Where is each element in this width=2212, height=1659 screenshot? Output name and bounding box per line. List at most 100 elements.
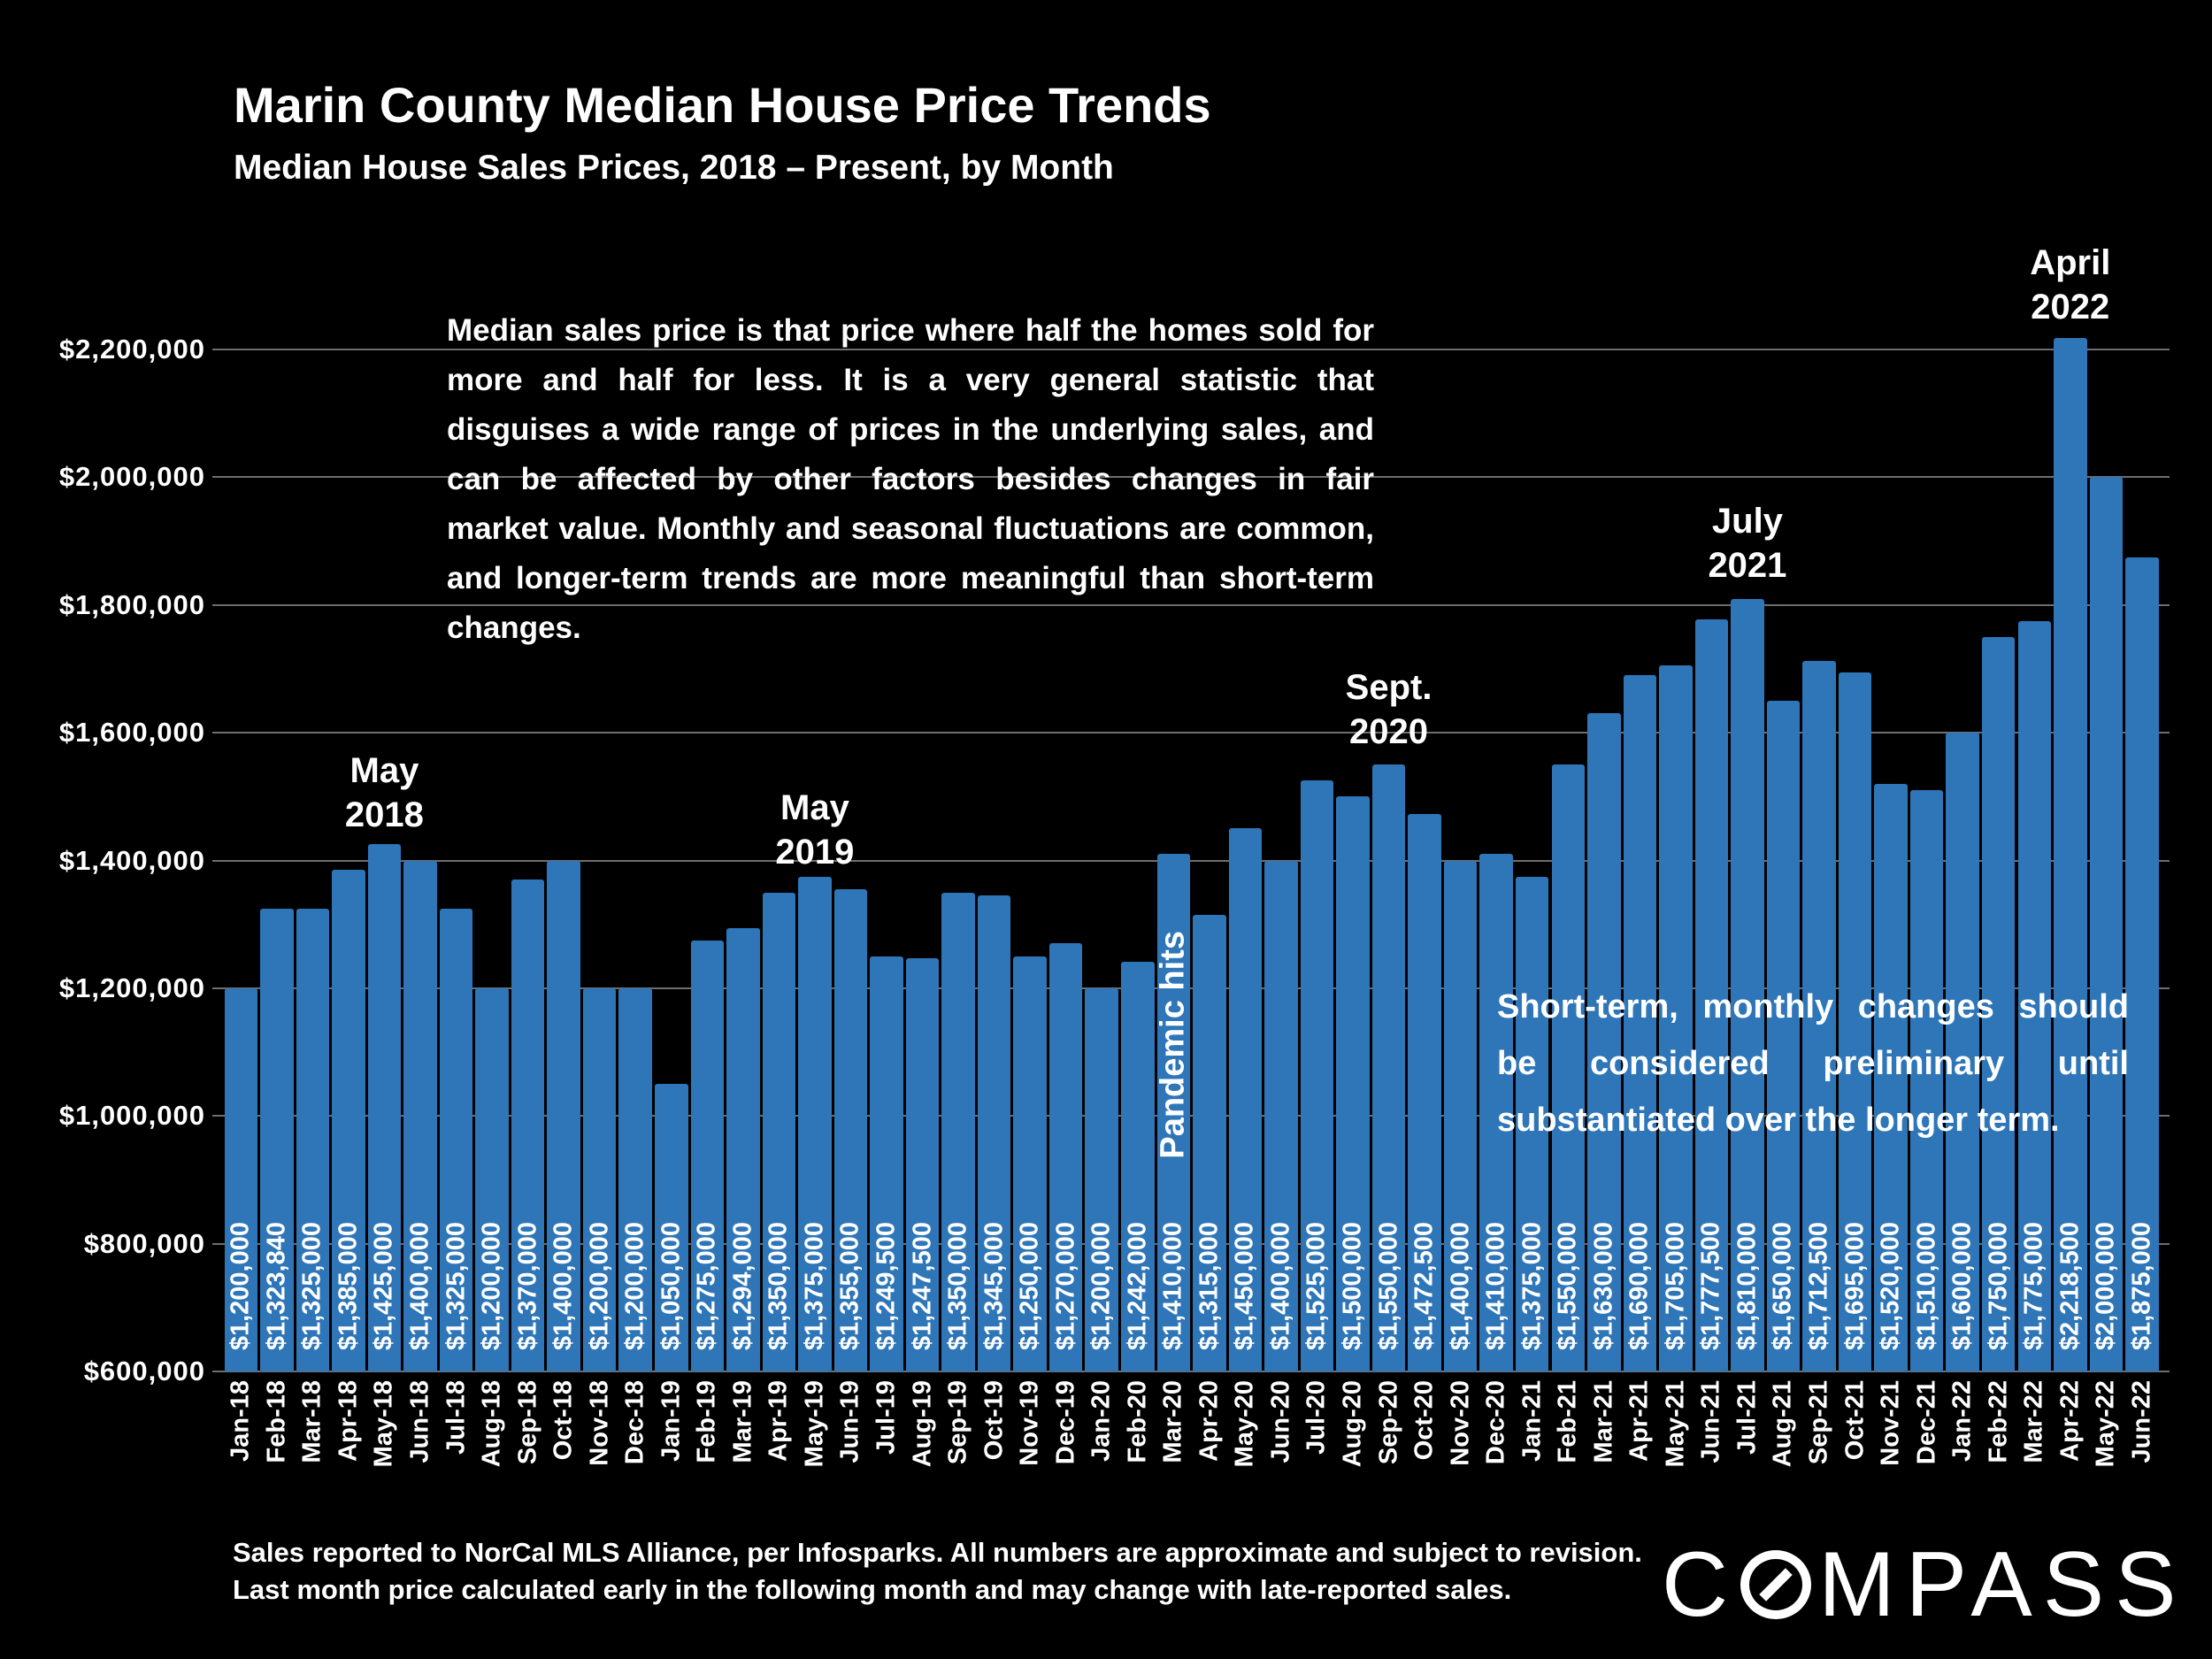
bar-Jun-19: $1,355,000 (833, 888, 868, 1371)
bar-Feb-19: $1,275,000 (690, 940, 725, 1371)
bar-value-label: $1,315,000 (1194, 1221, 1224, 1350)
x-axis-label: May-19 (800, 1380, 829, 1468)
bar-Jan-18: $1,200,000 (224, 987, 258, 1371)
bar-value-label: $1,249,500 (872, 1221, 901, 1350)
gridline (212, 1242, 2170, 1245)
bar-value-label: $1,705,000 (1661, 1221, 1690, 1350)
compass-logo: C MPASS (1662, 1532, 2187, 1638)
bar-Aug-21: $1,650,000 (1766, 701, 1801, 1371)
x-axis-label: Jun-20 (1266, 1380, 1295, 1463)
y-axis-label: $800,000 (83, 1227, 205, 1259)
bar-Jan-21: $1,375,000 (1515, 876, 1549, 1371)
short-term-note: Short-term, monthly changes should be co… (1497, 988, 2129, 1139)
bar-value-label: $1,425,000 (369, 1221, 398, 1350)
x-axis-label: Oct-19 (979, 1380, 1009, 1461)
bar-value-label: $1,200,000 (620, 1221, 649, 1350)
page-subtitle: Median House Sales Prices, 2018 – Presen… (234, 149, 1114, 187)
logo-letter-c: C (1662, 1533, 1740, 1636)
bar-Jul-21: $1,810,000 (1731, 598, 1764, 1371)
bar-Aug-20: $1,500,000 (1336, 796, 1370, 1371)
x-axis-label: May-22 (2091, 1380, 2120, 1468)
bar-value-label: $1,325,000 (297, 1221, 326, 1350)
bar-Jul-19: $1,249,500 (870, 956, 903, 1371)
bar-Apr-20: $1,315,000 (1193, 914, 1226, 1371)
x-axis-label: Jan-19 (657, 1380, 686, 1462)
bar-value-label: $1,200,000 (585, 1221, 614, 1350)
bar-value-label: $1,294,000 (728, 1221, 757, 1350)
y-axis-label: $1,800,000 (58, 588, 205, 620)
x-axis-label: Dec-21 (1912, 1380, 1941, 1465)
bar-value-label: $1,695,000 (1840, 1221, 1870, 1350)
bar-May-21: $1,705,000 (1659, 665, 1693, 1371)
bar-value-label: $1,250,000 (1015, 1221, 1044, 1350)
bar-May-22: $2,000,000 (2089, 477, 2124, 1371)
bar-value-label: $1,050,000 (657, 1221, 686, 1350)
bar-value-label: $1,247,500 (908, 1221, 937, 1350)
bar-value-label: $1,775,000 (2019, 1221, 2048, 1350)
bar-value-label: $2,000,000 (2091, 1221, 2120, 1350)
bar-value-label: $1,712,500 (1804, 1221, 1833, 1350)
bar-Oct-20: $1,472,500 (1408, 814, 1441, 1371)
bar-Nov-21: $1,520,000 (1874, 783, 1908, 1371)
bar-value-label: $1,370,000 (513, 1221, 542, 1350)
bar-value-label: $1,750,000 (1984, 1221, 2013, 1350)
bar-Jun-20: $1,400,000 (1264, 860, 1298, 1371)
x-axis-label: Sep-18 (513, 1380, 542, 1465)
x-axis-label: Mar-19 (728, 1380, 757, 1463)
x-axis-label: Sep-19 (943, 1380, 972, 1465)
bar-Jan-19: $1,050,000 (655, 1084, 688, 1371)
annotation-sept.-2020: Sept. 2020 (1345, 668, 1432, 751)
bar-value-label: $1,450,000 (1230, 1221, 1259, 1350)
x-axis-label: Jul-19 (872, 1380, 901, 1455)
x-axis-label: Nov-19 (1015, 1380, 1044, 1466)
bar-Mar-22: $1,775,000 (2017, 620, 2052, 1371)
bar-Dec-19: $1,270,000 (1048, 943, 1083, 1371)
bar-value-label: $1,525,000 (1302, 1221, 1331, 1350)
bar-May-20: $1,450,000 (1228, 828, 1263, 1371)
x-axis-label: Apr-18 (334, 1380, 363, 1462)
bar-Sep-21: $1,712,500 (1802, 660, 1836, 1371)
bar-Aug-18: $1,200,000 (475, 987, 509, 1371)
footer-note: Sales reported to NorCal MLS Alliance, p… (233, 1534, 1642, 1609)
bar-value-label: $1,875,000 (2127, 1221, 2156, 1350)
x-axis-label: Aug-18 (477, 1380, 506, 1468)
bar-value-label: $1,275,000 (692, 1221, 721, 1350)
y-axis-label: $1,600,000 (58, 717, 205, 749)
bar-value-label: $1,410,000 (1158, 1221, 1187, 1350)
bar-Apr-18: $1,385,000 (332, 870, 365, 1371)
x-axis-label: Jul-21 (1732, 1380, 1762, 1455)
bar-value-label: $1,385,000 (334, 1221, 363, 1350)
gridline (212, 603, 2170, 606)
y-axis-label: $2,200,000 (58, 334, 205, 365)
x-axis-label: Jan-20 (1087, 1380, 1116, 1462)
x-axis-label: Mar-22 (2019, 1380, 2048, 1463)
bar-Mar-20: $1,410,000 (1156, 854, 1191, 1371)
x-axis-label: Jan-22 (1947, 1380, 1977, 1462)
x-axis-label: Apr-21 (1624, 1380, 1654, 1462)
x-axis-label: Mar-18 (297, 1380, 326, 1463)
bar-Jul-20: $1,525,000 (1300, 780, 1334, 1371)
y-axis-label: $2,000,000 (58, 461, 205, 493)
gridline (212, 1371, 2170, 1372)
annotation-pandemic-hits: Pandemic hits (1154, 931, 1192, 1159)
bar-value-label: $1,242,000 (1123, 1221, 1152, 1350)
x-axis-label: Apr-22 (2055, 1380, 2085, 1462)
gridline (212, 1115, 2170, 1118)
bar-Sep-19: $1,350,000 (941, 892, 975, 1371)
x-axis-label: Sep-20 (1374, 1380, 1403, 1465)
y-axis-label: $600,000 (83, 1356, 205, 1386)
bar-value-label: $1,550,000 (1553, 1221, 1582, 1350)
bar-value-label: $1,375,000 (800, 1221, 829, 1350)
bar-value-label: $1,375,000 (1517, 1221, 1547, 1350)
x-axis-label: Jul-18 (442, 1380, 470, 1455)
annotation-may-2018: May 2018 (344, 751, 424, 834)
bar-value-label: $1,400,000 (549, 1221, 578, 1350)
gridline (212, 476, 2170, 479)
median-price-explanation: Median sales price is that price where h… (447, 313, 1374, 645)
bar-Jul-18: $1,325,000 (439, 908, 473, 1371)
bar-Dec-21: $1,510,000 (1909, 790, 1944, 1371)
bar-value-label: $1,270,000 (1051, 1221, 1080, 1350)
bar-value-label: $1,200,000 (477, 1221, 506, 1350)
bar-value-label: $2,218,500 (2055, 1221, 2085, 1350)
x-axis-label: Oct-18 (549, 1380, 578, 1461)
